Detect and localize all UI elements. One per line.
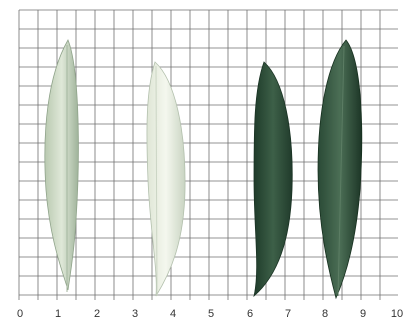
- leaf: [254, 62, 292, 296]
- scale-label: 8: [322, 308, 328, 320]
- scale-label: 4: [170, 308, 176, 320]
- leaf: [45, 40, 79, 290]
- scale-label: 1: [55, 308, 61, 320]
- leaf-figure: 0 1 2 3 4 5 6 7 8 9 10: [0, 0, 405, 324]
- leaves: [45, 40, 362, 298]
- scale-label: 7: [285, 308, 291, 320]
- scale-label: 2: [94, 308, 100, 320]
- leaf: [147, 62, 185, 296]
- scale-label: 3: [132, 308, 138, 320]
- scale-labels: 0 1 2 3 4 5 6 7 8 9 10: [17, 308, 403, 320]
- scale-label: 5: [208, 308, 214, 320]
- scale-label: 10: [391, 308, 403, 320]
- scale-label: 9: [360, 308, 366, 320]
- page: 0 1 2 3 4 5 6 7 8 9 10 (() => { const da…: [0, 0, 405, 324]
- leaf: [318, 40, 362, 298]
- scale-label: 0: [17, 308, 23, 320]
- scale-label: 6: [247, 308, 253, 320]
